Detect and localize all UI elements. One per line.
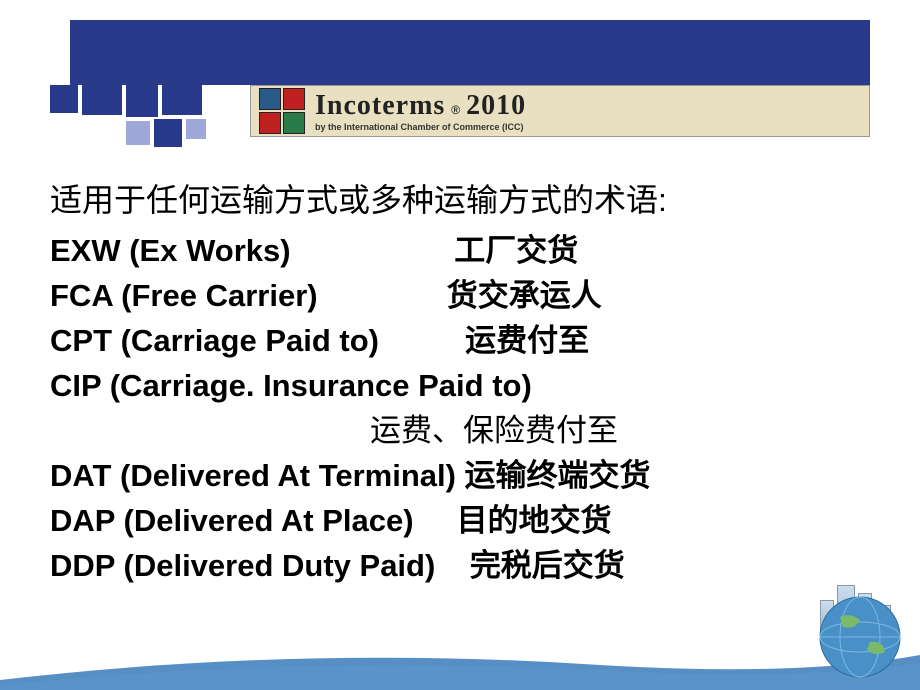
square-icon bbox=[50, 85, 78, 113]
incoterms-logo: Incoterms ® 2010 by the International Ch… bbox=[250, 85, 870, 137]
logo-tile-icon bbox=[259, 88, 281, 110]
logo-tile-icon bbox=[283, 88, 305, 110]
term-row-dat: DAT (Delivered At Terminal) 运输终端交货 bbox=[50, 454, 870, 499]
square-icon bbox=[126, 121, 150, 145]
term-row-ddp: DDP (Delivered Duty Paid) 完税后交货 bbox=[50, 544, 870, 589]
section-heading: 适用于任何运输方式或多种运输方式的术语: bbox=[50, 175, 870, 221]
square-icon bbox=[82, 75, 122, 115]
incoterms-text: Incoterms ® 2010 by the International Ch… bbox=[315, 90, 526, 132]
decorative-squares bbox=[50, 75, 250, 145]
incoterms-title: Incoterms bbox=[315, 90, 445, 122]
term-row-cpt: CPT (Carriage Paid to) 运费付至 bbox=[50, 319, 870, 364]
logo-tile-icon bbox=[259, 112, 281, 134]
square-icon bbox=[154, 119, 182, 147]
incoterms-subtitle: by the International Chamber of Commerce… bbox=[315, 122, 526, 132]
footer-swoosh bbox=[0, 635, 920, 690]
incoterms-icon-grid bbox=[259, 88, 305, 134]
term-row-cip: CIP (Carriage. Insurance Paid to) bbox=[50, 364, 870, 409]
logo-tile-icon bbox=[283, 112, 305, 134]
square-icon bbox=[162, 75, 202, 115]
square-icon bbox=[126, 85, 158, 117]
term-row-dap: DAP (Delivered At Place) 目的地交货 bbox=[50, 499, 870, 544]
term-row-fca: FCA (Free Carrier) 货交承运人 bbox=[50, 274, 870, 319]
registered-mark: ® bbox=[451, 103, 460, 117]
square-icon bbox=[186, 119, 206, 139]
term-row-exw: EXW (Ex Works) 工厂交货 bbox=[50, 229, 870, 274]
incoterms-year: 2010 bbox=[466, 90, 526, 122]
term-row-cip-cn: 运费、保险费付至 bbox=[50, 409, 870, 454]
slide-header: Incoterms ® 2010 by the International Ch… bbox=[0, 0, 920, 150]
slide-content: 适用于任何运输方式或多种运输方式的术语: EXW (Ex Works) 工厂交货… bbox=[50, 175, 870, 589]
globe-icon bbox=[815, 592, 905, 682]
